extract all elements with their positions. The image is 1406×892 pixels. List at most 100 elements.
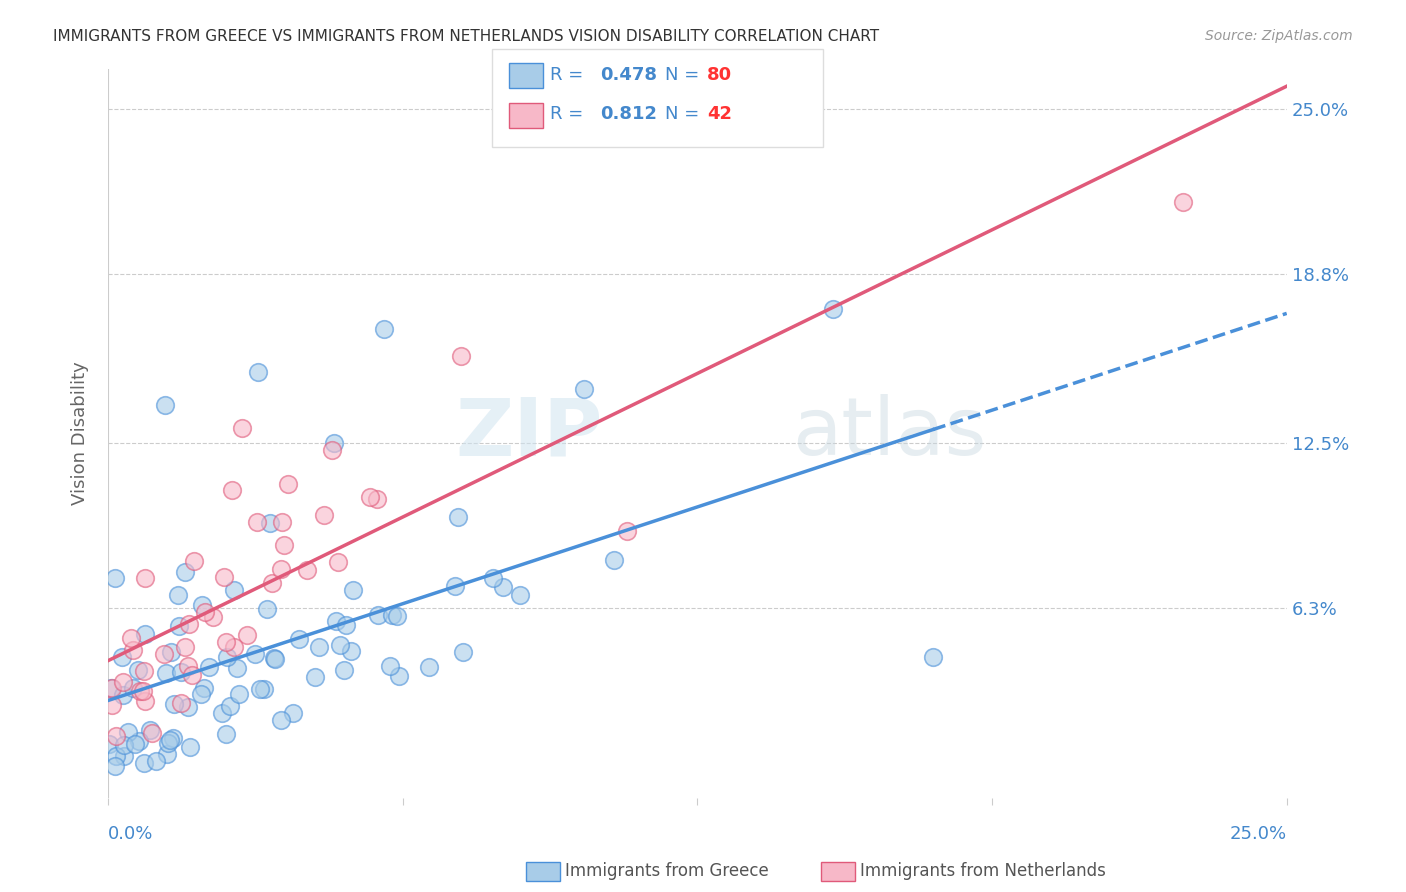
Point	[297, 563, 319, 577]
Point	[134, 756, 156, 770]
Point	[214, 634, 236, 648]
Text: IMMIGRANTS FROM GREECE VS IMMIGRANTS FROM NETHERLANDS VISION DISABILITY CORRELAT: IMMIGRANTS FROM GREECE VS IMMIGRANTS FRO…	[53, 29, 880, 44]
Point	[134, 627, 156, 641]
Point	[308, 640, 330, 655]
Point	[211, 706, 233, 720]
Point	[335, 618, 357, 632]
Point	[373, 322, 395, 336]
Point	[127, 663, 149, 677]
Point	[212, 570, 235, 584]
Point	[155, 666, 177, 681]
Point	[321, 443, 343, 458]
Point	[450, 349, 472, 363]
Point	[159, 733, 181, 747]
Point	[122, 643, 145, 657]
Point	[326, 555, 349, 569]
Point	[197, 660, 219, 674]
Point	[256, 601, 278, 615]
Point	[145, 754, 167, 768]
Point	[821, 301, 844, 316]
Point	[101, 698, 124, 712]
Point	[132, 664, 155, 678]
Point	[235, 628, 257, 642]
Point	[131, 683, 153, 698]
Point	[141, 725, 163, 739]
Point	[128, 734, 150, 748]
Text: Immigrants from Netherlands: Immigrants from Netherlands	[860, 863, 1107, 880]
Text: atlas: atlas	[792, 394, 986, 473]
Point	[177, 699, 200, 714]
Point	[112, 748, 135, 763]
Point	[218, 698, 240, 713]
Point	[201, 610, 224, 624]
Point	[270, 562, 292, 576]
Text: 0.0%: 0.0%	[108, 825, 153, 843]
Point	[183, 554, 205, 568]
Point	[181, 668, 204, 682]
Point	[260, 575, 283, 590]
Point	[193, 681, 215, 696]
Point	[249, 682, 271, 697]
Text: R =: R =	[550, 105, 595, 123]
Text: 42: 42	[707, 105, 733, 123]
Point	[101, 681, 124, 695]
Text: 25.0%: 25.0%	[1230, 825, 1286, 843]
Point	[215, 650, 238, 665]
Point	[105, 729, 128, 743]
Point	[112, 738, 135, 752]
Point	[366, 492, 388, 507]
Point	[167, 588, 190, 602]
Y-axis label: Vision Disability: Vision Disability	[72, 361, 89, 505]
Point	[385, 608, 408, 623]
Point	[323, 435, 346, 450]
Text: 0.812: 0.812	[600, 105, 658, 123]
Point	[312, 508, 335, 522]
Text: Immigrants from Greece: Immigrants from Greece	[565, 863, 769, 880]
Point	[263, 650, 285, 665]
Point	[259, 516, 281, 530]
Point	[603, 552, 626, 566]
Point	[245, 647, 267, 661]
Point	[388, 669, 411, 683]
Point	[169, 619, 191, 633]
Point	[162, 731, 184, 745]
Point	[270, 713, 292, 727]
Point	[231, 421, 253, 435]
Point	[288, 632, 311, 647]
Point	[247, 365, 270, 379]
Point	[246, 515, 269, 529]
Text: R =: R =	[550, 66, 595, 84]
Point	[226, 661, 249, 675]
Point	[134, 571, 156, 585]
Point	[224, 583, 246, 598]
Point	[359, 490, 381, 504]
Point	[157, 736, 180, 750]
Point	[253, 682, 276, 697]
Point	[177, 659, 200, 673]
Point	[1171, 195, 1194, 210]
Point	[160, 645, 183, 659]
Point	[170, 696, 193, 710]
Point	[616, 524, 638, 538]
Point	[104, 571, 127, 585]
Text: Source: ZipAtlas.com: Source: ZipAtlas.com	[1205, 29, 1353, 43]
Point	[170, 665, 193, 679]
Point	[104, 758, 127, 772]
Point	[174, 566, 197, 580]
Point	[120, 631, 142, 645]
Point	[333, 663, 356, 677]
Point	[224, 640, 246, 654]
Point	[104, 748, 127, 763]
Point	[228, 687, 250, 701]
Point	[271, 515, 294, 529]
Point	[264, 651, 287, 665]
Point	[191, 598, 214, 612]
Point	[153, 398, 176, 412]
Point	[174, 640, 197, 655]
Point	[112, 689, 135, 703]
Point	[444, 579, 467, 593]
Point	[367, 608, 389, 623]
Point	[340, 643, 363, 657]
Point	[325, 614, 347, 628]
Point	[179, 617, 201, 632]
